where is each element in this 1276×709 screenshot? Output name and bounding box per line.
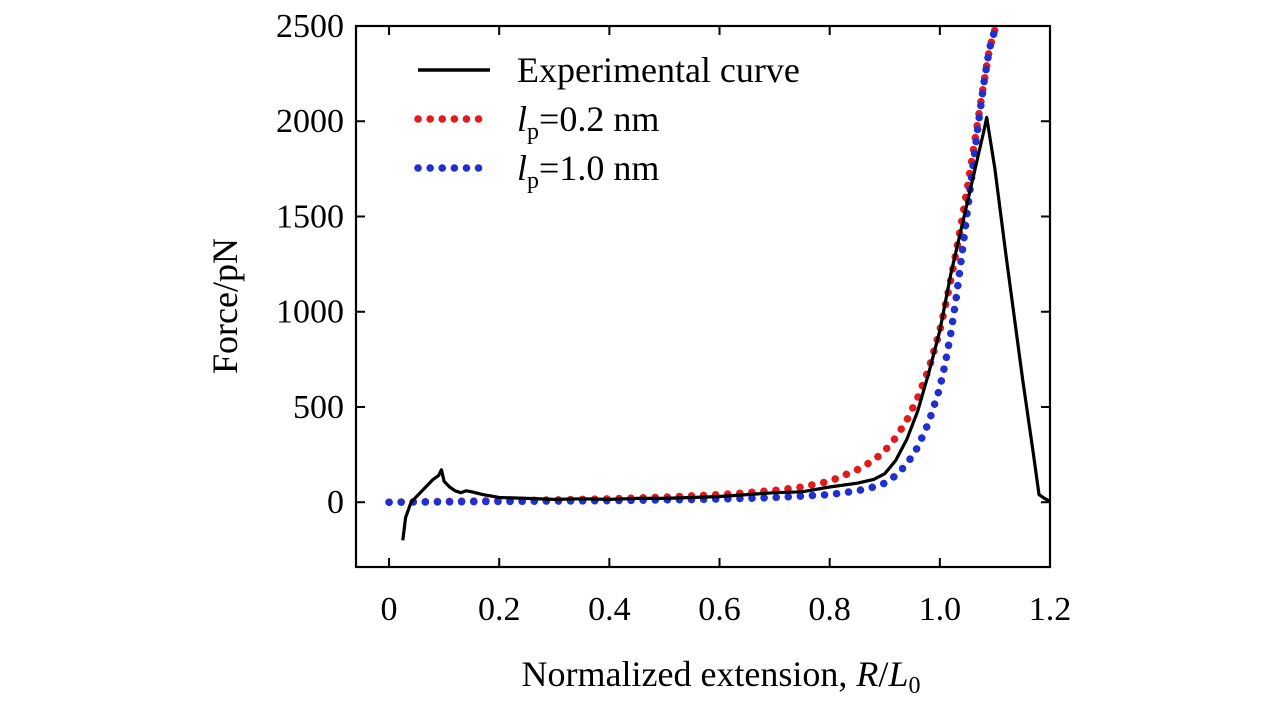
axis-ticks: 0 0.2 0.4 0.6 0.8 1.0 1.2 0 500 1000 1500 2000 2500 bbox=[276, 8, 1071, 628]
legend-rest: =1.0 nm bbox=[539, 148, 659, 188]
legend-var: l bbox=[517, 148, 527, 188]
x-axis-title-prefix: Normalized extension, bbox=[522, 654, 857, 694]
legend-label: Experimental curve bbox=[517, 50, 800, 90]
x-tick-label: 0.4 bbox=[588, 591, 631, 628]
legend-label: lp=1.0 nm bbox=[517, 148, 659, 194]
series-line-lp02 bbox=[385, 26, 999, 506]
y-tick-label: 1500 bbox=[276, 198, 344, 235]
x-tick-label: 0.8 bbox=[808, 591, 851, 628]
x-axis-title-var-l: L bbox=[887, 654, 908, 694]
legend-rest: =0.2 nm bbox=[539, 99, 659, 139]
x-axis-title-slash: / bbox=[878, 654, 888, 694]
series-line-lp10 bbox=[385, 26, 999, 506]
x-tick-label: 0.6 bbox=[698, 591, 741, 628]
x-tick-label: 0.2 bbox=[478, 591, 521, 628]
legend-sub: p bbox=[527, 119, 539, 145]
y-tick-label: 2500 bbox=[276, 8, 344, 45]
y-axis-title: Force/pN bbox=[205, 238, 245, 374]
legend-label: lp=0.2 nm bbox=[517, 99, 659, 145]
x-tick-label: 1.0 bbox=[919, 591, 962, 628]
y-tick-label: 2000 bbox=[276, 103, 344, 140]
legend-text: Experimental curve bbox=[517, 50, 800, 90]
legend-sub: p bbox=[527, 168, 539, 194]
y-tick-label: 500 bbox=[293, 389, 344, 426]
x-tick-label: 0 bbox=[381, 591, 398, 628]
y-tick-label: 0 bbox=[327, 484, 344, 521]
plot-frame bbox=[354, 24, 1052, 569]
series-line-experimental bbox=[401, 115, 1050, 541]
series-layer bbox=[385, 26, 1050, 541]
y-tick-label: 1000 bbox=[276, 294, 344, 331]
x-axis-title-sub: 0 bbox=[908, 673, 920, 699]
x-axis-title: Normalized extension, R/L0 bbox=[522, 654, 921, 699]
x-tick-label: 1.2 bbox=[1029, 591, 1072, 628]
x-axis-title-var-r: R bbox=[855, 654, 878, 694]
legend-var: l bbox=[517, 99, 527, 139]
